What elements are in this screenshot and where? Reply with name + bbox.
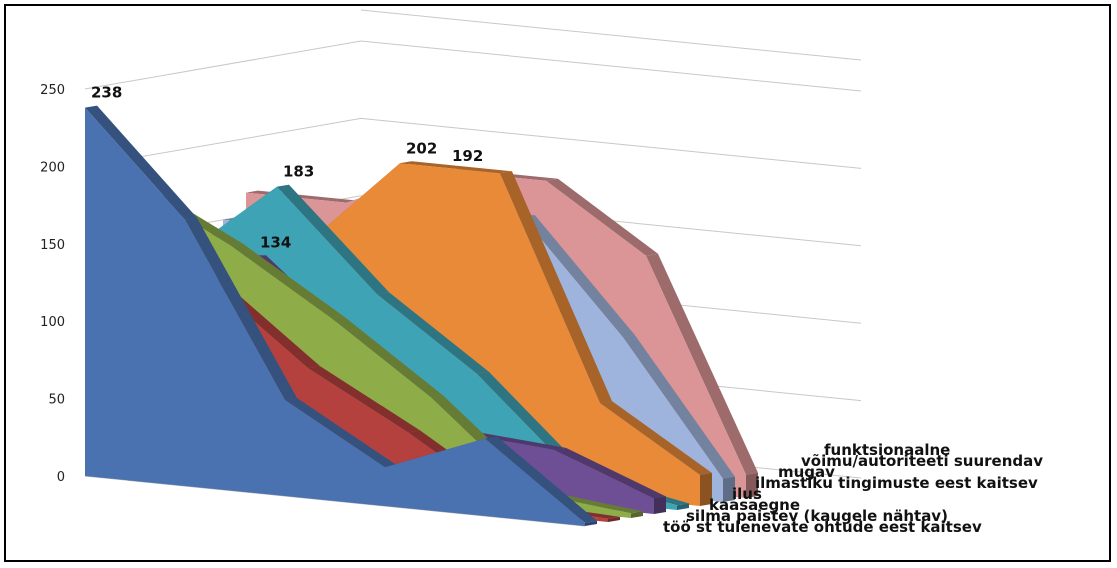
gridline-back	[360, 40, 862, 92]
area-chart-3d: 050100150200250192171202183134130238töö …	[40, 9, 1043, 536]
wall-top	[360, 9, 862, 61]
data-label: 134	[260, 233, 291, 251]
area-top-face	[377, 292, 489, 374]
y-tick-label: 100	[40, 315, 65, 330]
gridline-back	[360, 117, 862, 169]
series-axis-label: ilus	[732, 485, 762, 503]
gridline-side	[84, 40, 362, 90]
area-end-cap	[700, 473, 712, 506]
area-top-face	[646, 253, 758, 475]
series-axis: töö st tulenevate ohtude eest kaitsevsil…	[663, 441, 1043, 536]
y-tick-label: 150	[40, 238, 65, 253]
area-top-face	[285, 398, 397, 468]
y-tick-label: 0	[57, 470, 65, 485]
area-top-face	[277, 184, 389, 295]
area-top-face	[308, 366, 420, 433]
y-tick-label: 250	[40, 83, 65, 98]
area-top-face	[400, 161, 512, 174]
series-axis-label: ilmastiku tingimuste eest kaitsev	[755, 474, 1038, 492]
y-tick-label: 50	[48, 393, 65, 408]
area-top-face	[85, 105, 197, 220]
series-axis-label: töö st tulenevate ohtude eest kaitsev	[663, 518, 982, 536]
area-end-cap	[677, 503, 689, 510]
y-tick-label: 200	[40, 160, 65, 175]
area-top-face	[185, 217, 297, 401]
data-label: 192	[452, 147, 483, 165]
area-end-cap	[746, 472, 758, 498]
area-top-face	[485, 436, 597, 523]
data-label: 183	[283, 163, 314, 181]
series-axis-label: võimu/autoriteeti suurendav	[801, 452, 1043, 470]
area-end-cap	[631, 511, 643, 518]
area-top-face	[331, 315, 443, 398]
series-axis-label: mugav	[778, 463, 835, 481]
area-end-cap	[723, 476, 735, 502]
area-top-face	[623, 335, 735, 479]
area-top-face	[231, 243, 343, 318]
area-top-face	[554, 447, 666, 499]
area-top-face	[600, 401, 712, 476]
area-top-face	[500, 171, 612, 404]
series-axis-label: kaasaegne	[709, 496, 800, 514]
series-axis-label: silma paistev (kaugele nähtav)	[686, 507, 948, 525]
series-0: 238	[85, 84, 597, 527]
y-axis: 0 50 100 150 200 250	[40, 83, 65, 485]
data-label: 202	[406, 139, 437, 157]
area-top-face	[546, 178, 658, 256]
area-front-face	[85, 107, 585, 527]
area-end-cap	[654, 496, 666, 514]
chart-frame: 050100150200250192171202183134130238töö …	[4, 4, 1111, 562]
series-axis-label: funktsionaalne	[824, 441, 950, 459]
area-end-cap	[608, 516, 620, 522]
area-end-cap	[585, 520, 597, 526]
data-label: 238	[91, 84, 122, 102]
area-top-face	[523, 215, 635, 338]
